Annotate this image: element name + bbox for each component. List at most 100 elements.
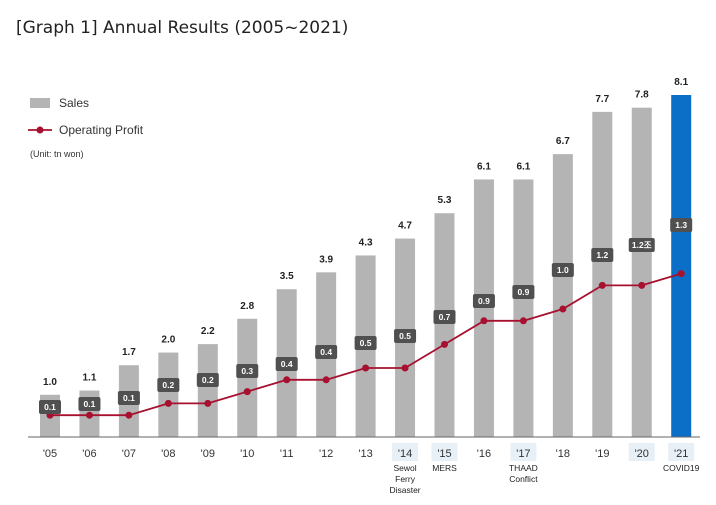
operating-profit-label-box-15 [628, 238, 655, 252]
sales-value-label-1: 1.1 [82, 373, 96, 384]
operating-profit-label-box-4 [196, 373, 219, 387]
operating-profit-point-1 [85, 411, 93, 419]
legend-label-sales: Sales [59, 96, 89, 110]
sales-bars [40, 95, 692, 438]
operating-profit-value-label-6: 0.4 [281, 359, 293, 369]
sales-value-label-16: 8.1 [674, 77, 688, 88]
operating-profit-point-16 [677, 270, 685, 278]
operating-profit-label-box-11 [472, 294, 495, 308]
operating-profit-label-box-8 [354, 336, 377, 350]
operating-profit-value-label-9: 0.5 [399, 331, 411, 341]
x-tick-label-9: '14 [398, 448, 412, 460]
sales-value-label-10: 5.3 [438, 195, 452, 206]
x-tick-label-10: '15 [437, 448, 451, 460]
operating-profit-point-15 [638, 281, 646, 289]
x-tick-label-5: '10 [240, 448, 254, 460]
x-tick-label-3: '08 [161, 448, 175, 460]
operating-profit-point-12 [519, 317, 527, 325]
operating-profit-point-5 [243, 388, 251, 396]
operating-profit-value-label-3: 0.2 [162, 380, 174, 390]
sales-bar-13 [552, 154, 573, 437]
event-annotation-2: THAAD Conflict [509, 463, 538, 484]
sales-value-labels: 1.0 1.1 1.7 2.0 2.2 2.8 3.5 3.9 4.3 4.7 5.3 6.1 6.1 6… [43, 77, 689, 388]
operating-profit-label-box-0 [39, 400, 61, 414]
operating-profit-point-13 [559, 305, 567, 313]
legend-swatch-sales [30, 98, 50, 108]
operating-profit-point-14 [598, 281, 606, 289]
operating-profit-label-box-6 [275, 357, 298, 371]
event-annotation-0-line-1: Ferry [395, 474, 416, 484]
x-tick-label-2: '07 [122, 448, 136, 460]
operating-profit-point-11 [480, 317, 488, 325]
sales-value-label-2: 1.7 [122, 347, 136, 358]
operating-profit-value-label-0: 0.1 [44, 402, 56, 412]
x-tick-label-1: '06 [82, 448, 96, 460]
event-annotation-0-line-0: Sewol [393, 463, 416, 473]
event-annotation-3-line-0: COVID19 [663, 463, 700, 473]
legend-swatch-operating-profit-marker [36, 126, 44, 134]
sales-value-label-9: 4.7 [398, 221, 412, 232]
operating-profit-label-box-12 [512, 285, 535, 299]
sales-bar-16 [671, 95, 692, 437]
tick-highlight-10 [431, 443, 458, 461]
sales-bar-14 [592, 111, 613, 437]
tick-highlight-12 [510, 443, 537, 461]
operating-profit-value-label-14: 1.2 [596, 250, 608, 260]
event-annotation-2-line-0: THAAD [509, 463, 538, 473]
event-annotation-2-line-1: Conflict [509, 474, 538, 484]
operating-profit-series [46, 270, 685, 419]
sales-value-label-8: 4.3 [359, 237, 373, 248]
tick-highlight-9 [392, 443, 419, 461]
sales-value-label-5: 2.8 [240, 301, 254, 312]
sales-bar-12 [513, 179, 534, 437]
operating-profit-value-label-13: 1.0 [557, 265, 569, 275]
x-axis-tick-labels: '05 '06 '07 '08 '09 '10 '11 '12 '13 '14 '15 '16 '17 '… [43, 448, 689, 460]
operating-profit-value-label-11: 0.9 [478, 296, 490, 306]
x-tick-label-8: '13 [358, 448, 372, 460]
x-tick-label-16: '21 [674, 448, 688, 460]
unit-label: (Unit: tn won) [30, 149, 84, 159]
sales-value-label-11: 6.1 [477, 161, 491, 172]
legend: Sales Operating Profit (Unit: tn won) [28, 96, 144, 159]
operating-profit-point-7 [322, 376, 330, 384]
sales-value-label-3: 2.0 [161, 335, 175, 346]
sales-bar-15 [631, 107, 652, 438]
x-tick-label-15: '20 [635, 448, 649, 460]
operating-profit-value-label-15: 1.2조 [632, 240, 652, 250]
operating-profit-point-2 [125, 411, 133, 419]
x-tick-label-6: '11 [280, 448, 294, 460]
sales-value-label-7: 3.9 [319, 254, 333, 265]
event-annotation-0: Sewol Ferry Disaster [389, 463, 420, 495]
sales-bar-4 [197, 344, 218, 437]
operating-profit-value-label-2: 0.1 [123, 393, 135, 403]
operating-profit-value-label-4: 0.2 [202, 375, 214, 385]
legend-label-operating-profit: Operating Profit [59, 123, 144, 137]
chart-title: [Graph 1] Annual Results (2005~2021) [16, 18, 348, 38]
operating-profit-label-box-10 [433, 310, 456, 324]
x-tick-label-0: '05 [43, 448, 57, 460]
sales-bar-3 [158, 352, 179, 437]
sales-value-label-4: 2.2 [201, 326, 215, 337]
sales-value-label-12: 6.1 [516, 161, 530, 172]
x-tick-label-4: '09 [201, 448, 215, 460]
operating-profit-point-8 [362, 364, 370, 372]
sales-value-label-14: 7.7 [595, 94, 609, 105]
sales-bar-11 [473, 179, 494, 437]
tick-highlights [392, 443, 695, 461]
event-annotations: Sewol Ferry Disaster MERS THAAD Conflict COVID… [389, 463, 699, 495]
x-tick-label-13: '18 [556, 448, 570, 460]
operating-profit-value-labels: 0.1 0.1 0.1 0.2 0.2 0.3 0.4 0.4 0.5 0.5 0.7 0.9 0.9 1… [39, 218, 693, 414]
x-tick-label-11: '16 [477, 448, 491, 460]
tick-highlight-15 [628, 443, 655, 461]
operating-profit-point-9 [401, 364, 409, 372]
operating-profit-label-box-14 [591, 248, 614, 262]
operating-profit-label-box-3 [157, 378, 180, 392]
event-annotation-0-line-2: Disaster [389, 485, 420, 495]
operating-profit-label-box-5 [236, 364, 259, 378]
operating-profit-point-3 [164, 399, 172, 407]
operating-profit-label-box-2 [117, 391, 140, 405]
operating-profit-label-box-9 [394, 329, 417, 343]
x-tick-label-12: '17 [516, 448, 530, 460]
tick-highlight-16 [668, 443, 695, 461]
